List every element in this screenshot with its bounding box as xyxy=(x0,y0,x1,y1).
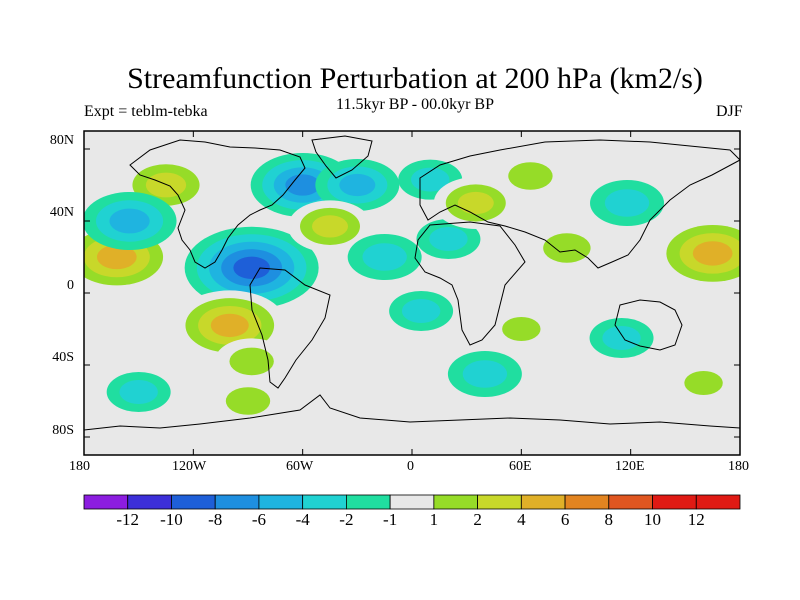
x-tick-label: 180 xyxy=(69,459,90,474)
contour-region xyxy=(285,174,320,196)
contour-region xyxy=(362,243,407,271)
contour-region xyxy=(225,387,271,415)
colorbar-swatch xyxy=(433,494,479,510)
x-tick-label: 180 xyxy=(728,459,749,474)
colorbar-swatch xyxy=(127,494,172,510)
x-tick-label: 60E xyxy=(509,459,532,474)
chart-title: Streamfunction Perturbation at 200 hPa (… xyxy=(127,62,703,95)
contour-region xyxy=(502,317,541,341)
colorbar-label: 6 xyxy=(560,510,570,529)
y-tick-label: 40N xyxy=(49,205,74,220)
colorbar-label: -12 xyxy=(116,510,140,529)
colorbar-swatch xyxy=(214,494,260,510)
colorbar-swatch xyxy=(608,494,653,510)
contour-region xyxy=(109,208,150,234)
contour-region xyxy=(684,371,723,395)
colorbar-swatch xyxy=(477,494,522,510)
y-tick-label: 80S xyxy=(52,423,74,438)
contour-region xyxy=(457,191,494,215)
contour-region xyxy=(210,313,249,338)
contour-region xyxy=(233,256,270,279)
contour-region xyxy=(119,380,158,404)
continent-outlines xyxy=(84,135,740,431)
colorbar-label: 2 xyxy=(473,510,482,529)
colorbar-label: -1 xyxy=(383,510,398,529)
africa-outline xyxy=(414,221,526,346)
colorbar-label: 8 xyxy=(604,510,614,529)
axis-ticks xyxy=(83,131,741,455)
colorbar-label: -6 xyxy=(251,510,266,529)
y-tick-label: 0 xyxy=(67,278,74,293)
colorbar-label: 4 xyxy=(517,510,526,529)
australia-outline xyxy=(614,299,683,351)
colorbar-swatch xyxy=(564,494,610,510)
colorbar-swatch xyxy=(389,494,435,510)
contour-region xyxy=(692,241,733,266)
colorbar-swatch xyxy=(302,494,347,510)
colorbar-swatch xyxy=(258,494,304,510)
season-label: DJF xyxy=(716,103,743,120)
y-tick-label: 80N xyxy=(49,133,74,148)
contour-region xyxy=(543,233,591,263)
colorbar-swatch xyxy=(520,494,566,510)
contour-region xyxy=(145,172,187,198)
contour-region xyxy=(508,162,553,190)
x-tick-label: 120E xyxy=(615,459,645,474)
north-america-outline xyxy=(129,139,306,269)
colorbar-label: 10 xyxy=(644,510,662,529)
chart-subtitle: 11.5kyr BP - 00.0kyr BP xyxy=(336,96,494,113)
contour-region xyxy=(401,299,441,323)
x-tick-label: 120W xyxy=(172,459,207,474)
colorbar-label: -4 xyxy=(295,510,310,529)
colorbar-swatch xyxy=(171,494,216,510)
x-tick-label: 0 xyxy=(407,459,414,474)
contour-region xyxy=(229,347,274,376)
colorbar-label: -10 xyxy=(160,510,183,529)
colorbar-swatch xyxy=(83,494,129,510)
x-tick-label: 60W xyxy=(286,459,314,474)
colorbar-swatch xyxy=(345,494,391,510)
contour-region xyxy=(429,227,468,251)
contour-region xyxy=(462,360,508,388)
contour-region xyxy=(411,167,450,192)
colorbar-swatch xyxy=(695,494,741,510)
colorbar-label: 12 xyxy=(687,510,705,529)
contour-region xyxy=(604,189,650,217)
eurasia-outline xyxy=(419,139,740,269)
colorbar xyxy=(83,494,741,510)
colorbar-swatch xyxy=(652,494,697,510)
experiment-label: Expt = teblm-tebka xyxy=(84,103,208,120)
contour-region xyxy=(96,244,137,270)
contour-region xyxy=(602,326,641,350)
colorbar-label: 1 xyxy=(429,510,439,529)
y-tick-label: 40S xyxy=(52,350,74,365)
colorbar-label: -8 xyxy=(208,510,223,529)
contour-region xyxy=(312,215,348,238)
colorbar-label: -2 xyxy=(339,510,354,529)
south-america-outline xyxy=(249,267,331,389)
contour-region xyxy=(339,173,376,197)
antarctica-outline xyxy=(84,394,740,431)
greenland-outline xyxy=(311,135,373,179)
